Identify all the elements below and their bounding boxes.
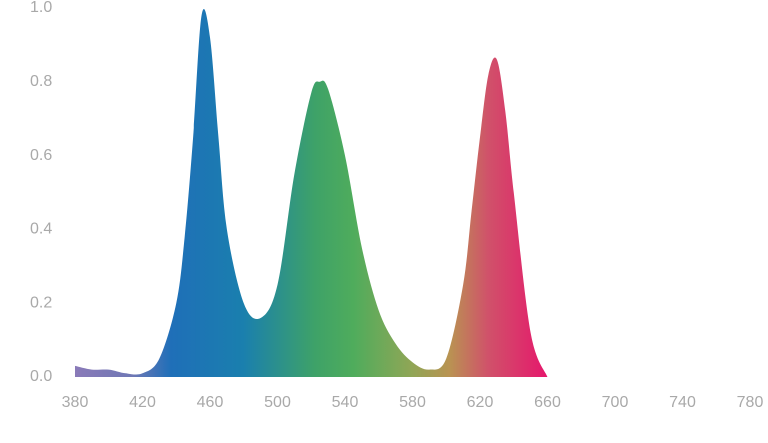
x-tick-label: 780: [737, 394, 764, 411]
y-tick-label: 1.0: [30, 0, 52, 16]
y-tick-label: 0.2: [30, 294, 52, 311]
x-tick-label: 380: [62, 394, 89, 411]
y-tick-label: 0.0: [30, 368, 52, 385]
x-tick-label: 660: [534, 394, 561, 411]
x-tick-label: 580: [399, 394, 426, 411]
x-tick-label: 700: [602, 394, 629, 411]
x-tick-label: 460: [197, 394, 224, 411]
y-tick-label: 0.4: [30, 221, 52, 238]
x-tick-label: 540: [332, 394, 359, 411]
y-tick-label: 0.8: [30, 73, 52, 90]
y-tick-label: 0.6: [30, 147, 52, 164]
spectrum-area: [75, 8, 548, 378]
x-tick-label: 500: [264, 394, 291, 411]
x-tick-label: 620: [467, 394, 494, 411]
x-tick-label: 740: [669, 394, 696, 411]
x-tick-label: 420: [129, 394, 156, 411]
